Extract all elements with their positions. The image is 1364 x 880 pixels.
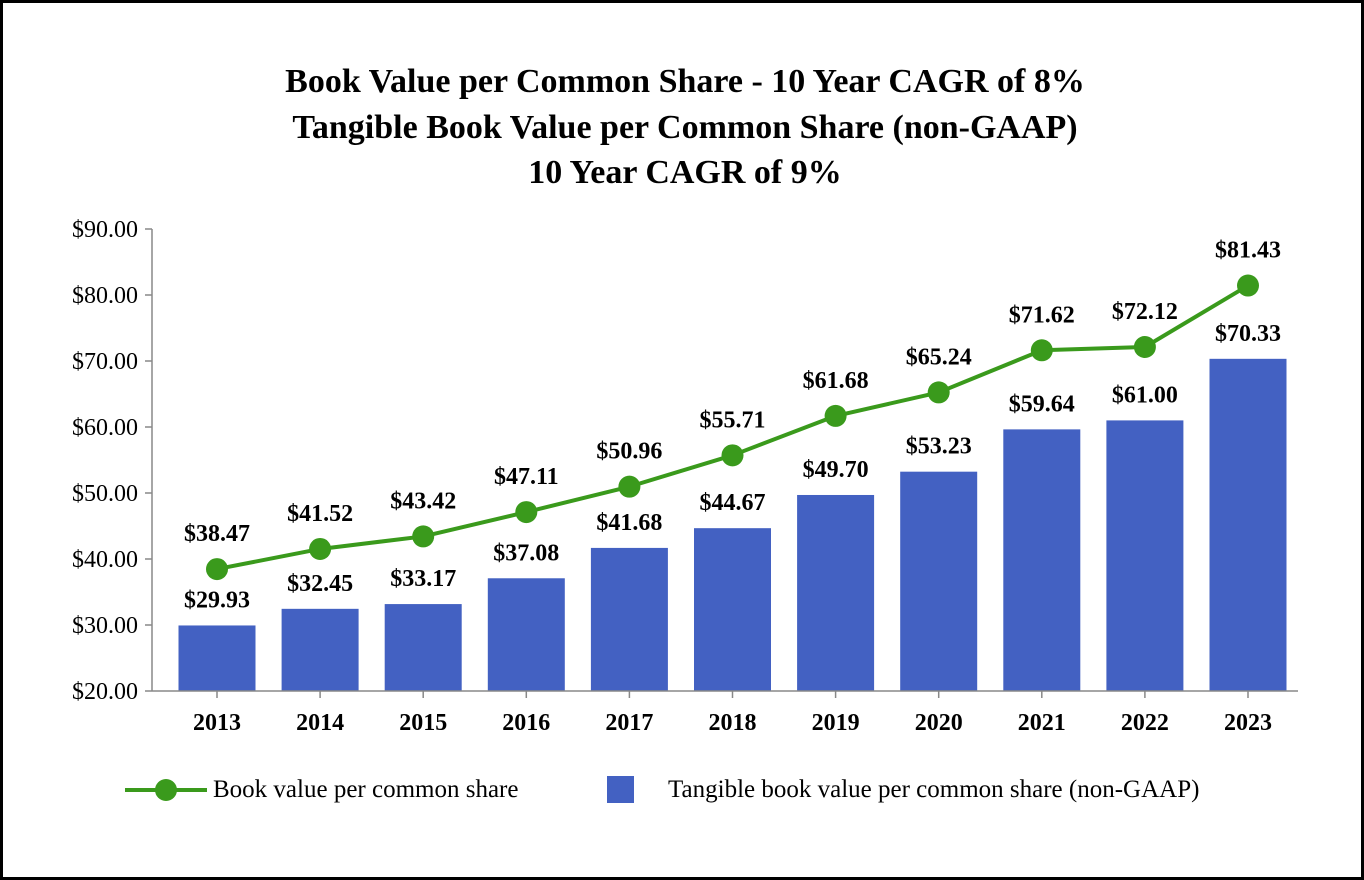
point-2015 [412,525,435,548]
line-value-label: $43.42 [390,488,456,514]
x-tick-label: 2020 [915,710,963,736]
legend-bar-label: Tangible book value per common share (no… [668,776,1200,803]
legend-line-marker [155,779,177,801]
point-2013 [206,558,228,581]
y-tick-label: $90.00 [72,217,138,243]
x-tick-label: 2021 [1018,710,1066,736]
line-value-label: $71.62 [1009,302,1075,328]
point-2021 [1030,339,1053,362]
line-value-label: $61.68 [803,368,869,394]
line-value-label: $38.47 [184,521,250,547]
bar-2021 [1003,429,1081,691]
bar-2015 [384,604,462,691]
y-tick-label: $20.00 [72,679,138,705]
bar-value-label: $53.23 [906,434,972,460]
y-tick-label: $80.00 [72,283,138,309]
chart-title-line-3: 10 Year CAGR of 9% [528,154,842,191]
point-2020 [927,381,950,404]
bar-2013 [178,625,256,691]
y-tick-label: $40.00 [72,547,138,573]
bar-value-label: $41.68 [596,510,662,536]
chart-title-line-1: Book Value per Common Share - 10 Year CA… [285,63,1085,100]
x-tick-label: 2014 [296,710,344,736]
point-2016 [515,501,538,524]
bar-value-label: $70.33 [1215,321,1281,347]
x-tick-label: 2015 [399,710,447,736]
bar-value-label: $61.00 [1112,382,1178,408]
y-tick-label: $70.00 [72,349,138,375]
bar-2018 [694,528,771,691]
x-tick-label: 2019 [812,710,860,736]
chart-title-line-2: Tangible Book Value per Common Share (no… [292,109,1078,146]
bar-2022 [1106,420,1184,691]
point-2017 [618,475,641,498]
line-value-label: $55.71 [700,407,766,433]
combo-chart: $20.00 $30.00 $40.00 $50.00 $60.00 $70.00 $80.… [72,217,1298,803]
line-value-label: $72.12 [1112,299,1178,325]
bar-value-label: $59.64 [1009,391,1075,417]
bar-value-label: $33.17 [390,566,456,592]
legend-bar-swatch [607,776,634,803]
bar-2016 [487,578,565,691]
point-2014 [309,537,332,560]
point-2018 [721,444,744,467]
legend-line-label: Book value per common share [213,776,519,803]
bar-value-label: $29.93 [184,587,250,613]
point-2022 [1133,336,1156,359]
point-2023 [1237,274,1259,297]
bar-2023 [1209,358,1287,691]
bar-value-label: $32.45 [287,571,353,597]
bar-value-label: $44.67 [700,490,766,516]
bar-value-label: $49.70 [803,457,869,483]
bar-2019 [797,494,875,691]
y-tick-label: $50.00 [72,481,138,507]
point-2019 [824,404,847,427]
y-tick-label: $60.00 [72,415,138,441]
line-value-label: $41.52 [287,501,353,527]
line-value-label: $81.43 [1215,238,1281,264]
bar-2014 [281,608,359,691]
y-tick-label: $30.00 [72,613,138,639]
x-tick-label: 2013 [193,710,241,736]
line-value-label: $65.24 [906,344,972,370]
bar-2017 [590,547,668,691]
x-tick-label: 2016 [502,710,550,736]
line-value-label: $47.11 [494,464,559,490]
x-tick-label: 2018 [709,710,757,736]
x-tick-label: 2023 [1224,710,1272,736]
bar-value-label: $37.08 [493,540,559,566]
x-tick-label: 2022 [1121,710,1169,736]
x-tick-label: 2017 [605,710,653,736]
bar-2020 [900,471,978,691]
line-value-label: $50.96 [596,439,662,465]
